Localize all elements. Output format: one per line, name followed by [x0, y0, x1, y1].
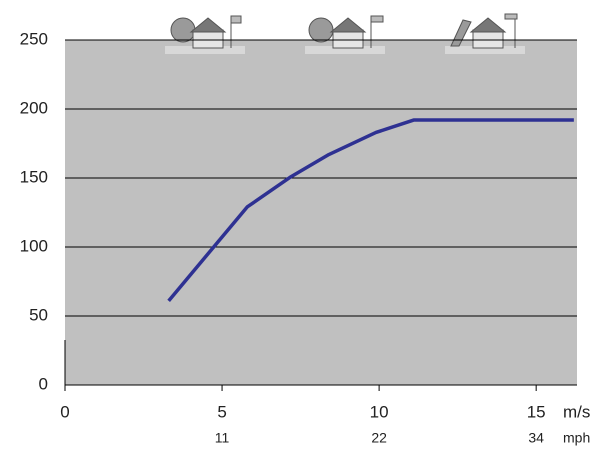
y-tick-label: 150 [20, 167, 48, 186]
x2-tick-label: 34 [528, 430, 544, 446]
x-unit: m/s [563, 402, 590, 421]
y-tick-label: 50 [29, 305, 48, 324]
x2-tick-label: 22 [371, 430, 387, 446]
y-tick-label: 0 [39, 374, 48, 393]
y-tick-label: 200 [20, 98, 48, 117]
y-tick-label: 100 [20, 236, 48, 255]
plot-area [65, 40, 577, 385]
x-tick-label: 15 [527, 402, 546, 421]
scene-icons [165, 13, 525, 54]
x-tick-label: 0 [60, 402, 69, 421]
data-line [167, 118, 574, 302]
y-tick-label: 250 [20, 29, 48, 48]
x2-tick-label: 11 [215, 430, 230, 446]
x2-unit: mph [563, 430, 590, 446]
x-tick-label: 10 [370, 402, 389, 421]
x-tick-label: 5 [217, 402, 226, 421]
